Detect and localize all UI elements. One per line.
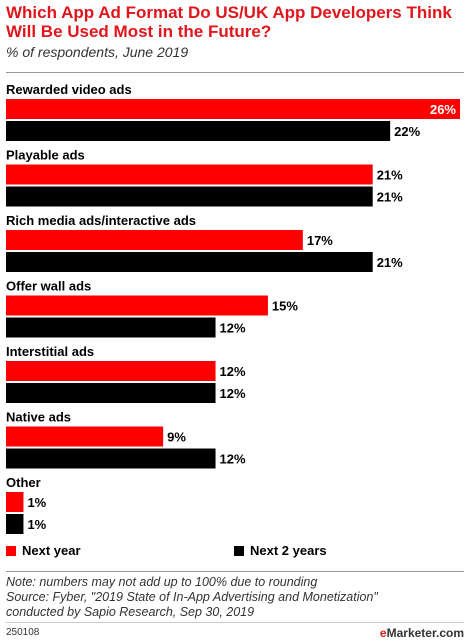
bar-offer-wall-ads-next-2-years: [6, 317, 216, 338]
legend-swatch-next-2-years: [234, 546, 244, 556]
notes-divider: [6, 571, 464, 572]
brand-logo: eMarketer.com: [379, 626, 464, 640]
category-label-other: Other: [6, 475, 41, 490]
data-label-playable-ads-next-year: 21%: [377, 168, 403, 183]
bar-rewarded-video-ads-next-year: [6, 99, 460, 119]
bar-chart: Rewarded video ads 26% 22% Playable ads 21% 2…: [6, 82, 460, 534]
legend-label-next-year: Next year: [22, 543, 81, 558]
data-label-rewarded-video-ads-next-2-years: 22%: [394, 124, 420, 139]
data-label-rich-media-ads-interactive-ads-next-year: 17%: [307, 233, 333, 248]
bar-native-ads-next-2-years: [6, 448, 216, 469]
data-label-interstitial-ads-next-2-years: 12%: [220, 386, 246, 401]
data-label-native-ads-next-2-years: 12%: [220, 452, 246, 467]
category-label-playable-ads: Playable ads: [6, 148, 85, 163]
note-rounding: Note: numbers may not add up to 100% due…: [6, 575, 318, 589]
chart-subtitle: % of respondents, June 2019: [6, 44, 189, 60]
bar-offer-wall-ads-next-year: [6, 295, 268, 316]
data-label-offer-wall-ads-next-year: 15%: [272, 299, 298, 314]
footer-divider: [6, 622, 464, 623]
bar-rich-media-ads-interactive-ads-next-2-years: [6, 252, 373, 272]
chart-title: Which App Ad Format Do US/UK App Develop…: [6, 3, 452, 41]
category-label-native-ads: Native ads: [6, 410, 71, 425]
category-label-rich-media-ads-interactive-ads: Rich media ads/interactive ads: [6, 213, 196, 228]
bar-other-next-2-years: [6, 514, 24, 534]
data-label-offer-wall-ads-next-2-years: 12%: [220, 321, 246, 336]
bar-rich-media-ads-interactive-ads-next-year: [6, 230, 303, 250]
legend-label-next-2-years: Next 2 years: [250, 543, 327, 558]
category-label-offer-wall-ads: Offer wall ads: [6, 279, 91, 294]
legend-item-next-2-years: Next 2 years: [234, 543, 327, 558]
bar-interstitial-ads-next-year: [6, 361, 216, 381]
data-label-playable-ads-next-2-years: 21%: [377, 190, 403, 205]
note-source: Source: Fyber, "2019 State of In-App Adv…: [6, 590, 378, 604]
bar-playable-ads-next-2-years: [6, 186, 373, 207]
bar-rewarded-video-ads-next-2-years: [6, 121, 391, 141]
data-label-other-next-year: 1%: [27, 495, 46, 510]
chart-id: 250108: [6, 627, 40, 638]
legend-swatch-next-year: [6, 546, 16, 556]
title-divider: [6, 72, 464, 73]
data-label-other-next-2-years: 1%: [27, 517, 46, 532]
data-label-interstitial-ads-next-year: 12%: [220, 364, 246, 379]
bar-playable-ads-next-year: [6, 164, 373, 185]
data-label-rewarded-video-ads-next-year: 26%: [430, 102, 456, 117]
data-label-rich-media-ads-interactive-ads-next-2-years: 21%: [377, 255, 403, 270]
data-label-native-ads-next-year: 9%: [167, 430, 186, 445]
chart-notes: Note: numbers may not add up to 100% due…: [6, 575, 378, 620]
bar-native-ads-next-year: [6, 426, 164, 447]
note-conducted-by: conducted by Sapio Research, Sep 30, 201…: [6, 605, 255, 619]
bar-other-next-year: [6, 492, 24, 512]
category-label-rewarded-video-ads: Rewarded video ads: [6, 82, 132, 97]
category-label-interstitial-ads: Interstitial ads: [6, 344, 94, 359]
legend-item-next-year: Next year: [6, 543, 81, 558]
bar-interstitial-ads-next-2-years: [6, 383, 216, 403]
